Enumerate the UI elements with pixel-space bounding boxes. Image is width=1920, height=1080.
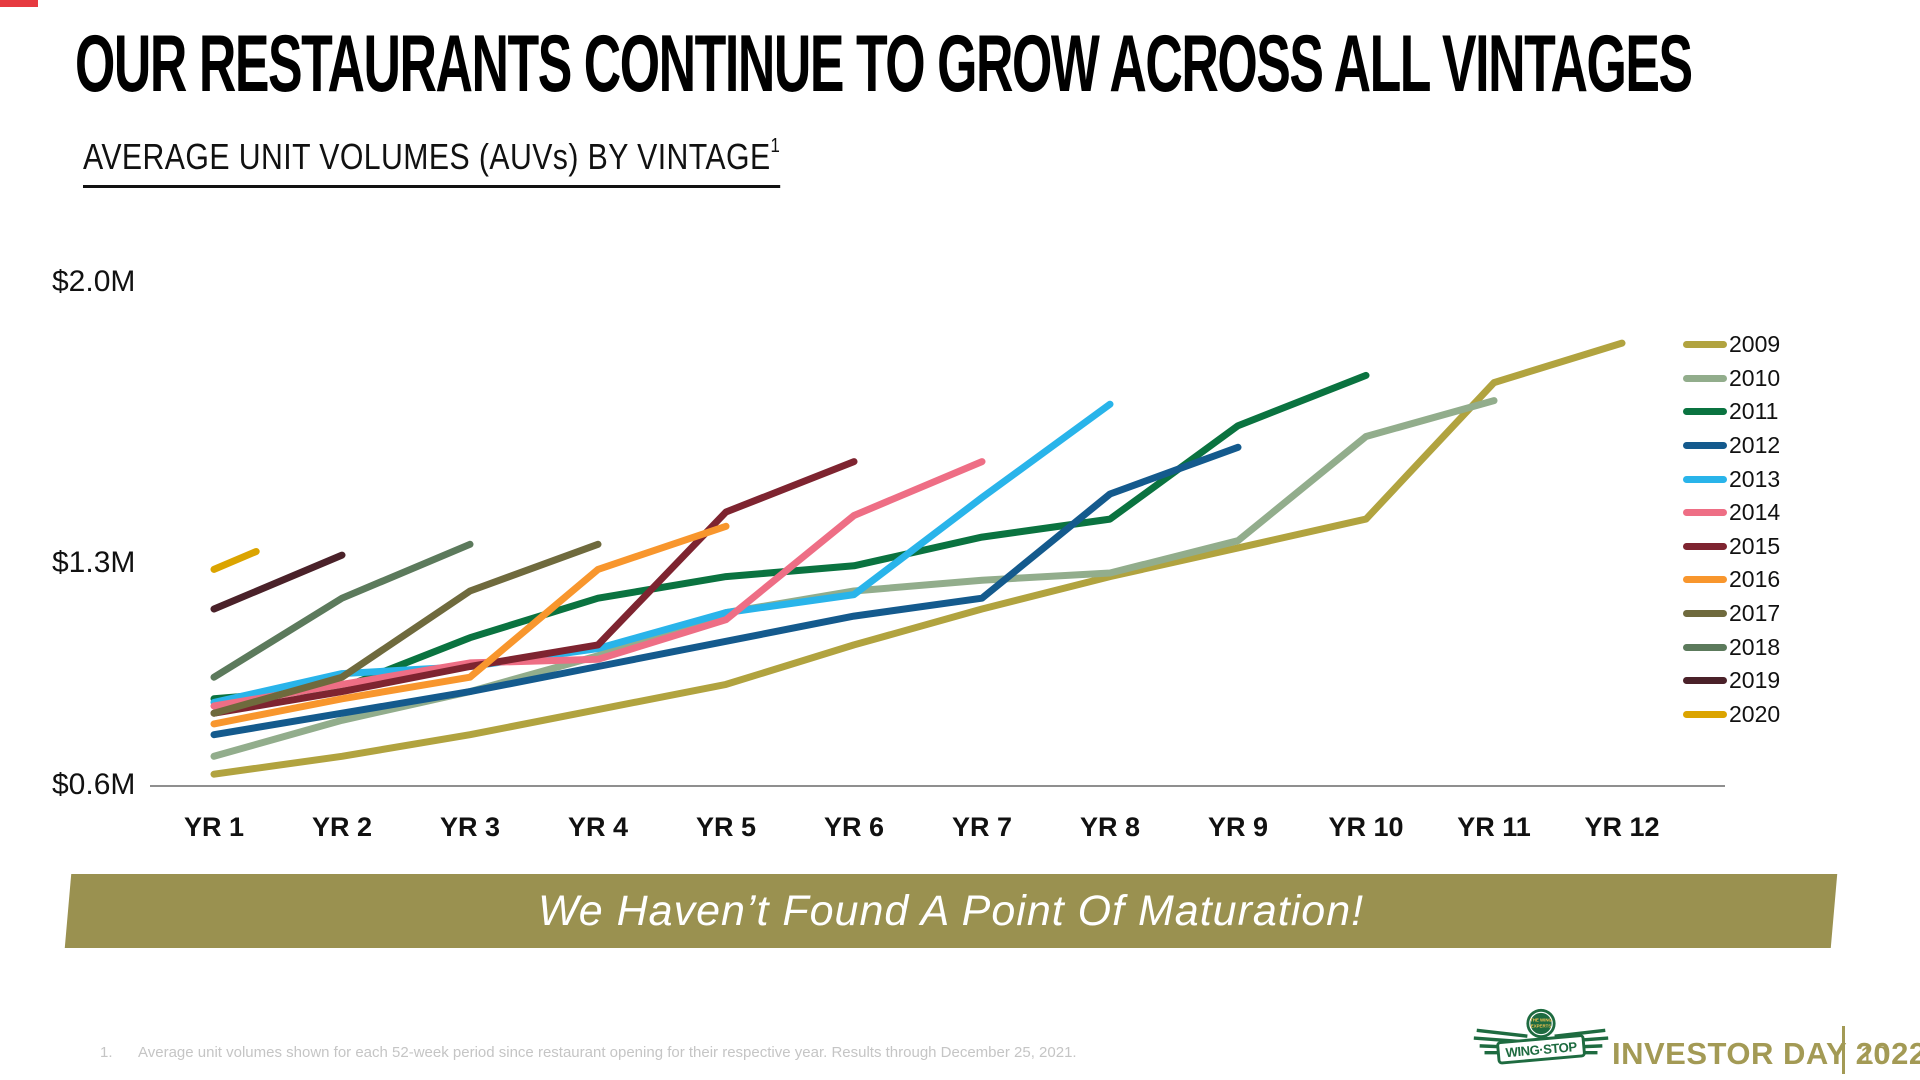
chart-x-tick-label-3: YR 3 (439, 812, 501, 842)
legend-label-2014: 2014 (1729, 499, 1781, 526)
chart-line-2013 (210, 400, 1114, 706)
chart-x-tick-label-12: YR 12 (1584, 812, 1660, 842)
chart-line-2020 (210, 548, 260, 573)
legend-swatch-2009 (1683, 341, 1727, 349)
legend-item-2015: 2015 (1683, 530, 1780, 564)
legend-label-2013: 2013 (1729, 465, 1781, 492)
page-number: 10 (1860, 1042, 1888, 1070)
legend-item-2018: 2018 (1683, 630, 1780, 664)
legend-label-2017: 2017 (1729, 600, 1781, 627)
chart-x-tick-label-7: YR 7 (951, 812, 1013, 842)
legend-item-2011: 2011 (1683, 395, 1780, 429)
footnote-number: 1. (100, 1044, 113, 1061)
legend-label-2016: 2016 (1729, 566, 1781, 593)
chart-line-2018 (210, 540, 474, 681)
chart-x-tick-label-5: YR 5 (695, 812, 757, 842)
investor-day-label: INVESTOR DAY 2022 (1612, 1036, 1920, 1071)
chart-line-2019 (210, 551, 346, 613)
chart-x-tick-label-2: YR 2 (311, 812, 373, 842)
chart-line-2009 (210, 339, 1626, 778)
legend-item-2019: 2019 (1683, 664, 1780, 698)
footnote-text: Average unit volumes shown for each 52-w… (138, 1044, 1077, 1061)
legend-label-2020: 2020 (1729, 700, 1781, 727)
wingstop-logo-wings (1473, 1028, 1609, 1055)
chart-x-tick-label-4: YR 4 (567, 812, 629, 842)
chart-legend: 2009 2010 2011 2012 2013 2014 2015 2016 2017 2018… (1683, 328, 1780, 731)
chart-line-2012 (210, 443, 1242, 739)
wingstop-logo: THE WING EXPERTS WING·STOP (1473, 1008, 1609, 1065)
legend-swatch-2017 (1683, 610, 1727, 618)
legend-swatch-2020 (1683, 710, 1727, 718)
chart-x-tick-label-8: YR 8 (1079, 812, 1141, 842)
chart-line-2016 (210, 522, 730, 728)
chart-y-tick-label-0.6: $0.6M (52, 768, 136, 801)
legend-label-2010: 2010 (1729, 364, 1781, 391)
footer-divider (1842, 1026, 1845, 1074)
chart-x-tick-label-9: YR 9 (1207, 812, 1269, 842)
chart-line-2017 (210, 540, 602, 717)
chart-title-text: AVERAGE UNIT VOLUMES (AUVs) BY VINTAGE (83, 136, 771, 177)
chart-title-wrap: AVERAGE UNIT VOLUMES (AUVs) BY VINTAGE1 (83, 135, 781, 188)
chart-title: AVERAGE UNIT VOLUMES (AUVs) BY VINTAGE1 (83, 135, 781, 188)
maturation-banner-text: We Haven’t Found A Point Of Maturation! (537, 886, 1365, 935)
chart-line-2015 (210, 458, 858, 717)
chart-line-2014 (210, 458, 986, 710)
legend-swatch-2014 (1683, 509, 1727, 517)
legend-swatch-2016 (1683, 576, 1727, 584)
maturation-banner: We Haven’t Found A Point Of Maturation! (64, 874, 1838, 948)
legend-item-2020: 2020 (1683, 698, 1780, 732)
wingstop-logo-banner-text: WING·STOP (1505, 1039, 1578, 1060)
chart-x-tick-label-11: YR 11 (1457, 812, 1531, 842)
svg-text:EXPERTS: EXPERTS (1531, 1023, 1552, 1028)
legend-item-2016: 2016 (1683, 563, 1780, 597)
legend-label-2019: 2019 (1729, 667, 1781, 694)
wingstop-logo-circle-text: THE WING (1530, 1018, 1552, 1023)
chart-x-tick-label-6: YR 6 (823, 812, 885, 842)
chart-x-tick-label-1: YR 1 (183, 812, 245, 842)
legend-item-2013: 2013 (1683, 462, 1780, 496)
legend-swatch-2010 (1683, 374, 1727, 382)
chart-y-tick-label-1.3: $1.3M (52, 546, 136, 579)
legend-label-2011: 2011 (1729, 398, 1779, 425)
legend-label-2018: 2018 (1729, 633, 1781, 660)
chart-title-footnote-marker: 1 (770, 135, 781, 157)
legend-swatch-2011 (1683, 408, 1727, 416)
legend-swatch-2015 (1683, 542, 1727, 550)
slide-title: OUR RESTAURANTS CONTINUE TO GROW ACROSS … (75, 19, 1693, 109)
legend-item-2010: 2010 (1683, 362, 1780, 396)
legend-swatch-2012 (1683, 442, 1727, 450)
legend-swatch-2018 (1683, 643, 1727, 651)
legend-item-2017: 2017 (1683, 597, 1780, 631)
wingstop-logo-circle (1526, 1008, 1556, 1039)
legend-label-2012: 2012 (1729, 432, 1781, 459)
wingstop-logo-banner: WING·STOP (1496, 1034, 1586, 1065)
chart-x-tick-label-10: YR 10 (1328, 812, 1404, 842)
chart-x-axis-line (150, 785, 1725, 787)
legend-label-2009: 2009 (1729, 331, 1781, 358)
footnote: 1. Average unit volumes shown for each 52… (100, 1044, 1077, 1061)
legend-item-2009: 2009 (1683, 328, 1780, 362)
legend-swatch-2013 (1683, 475, 1727, 483)
legend-item-2012: 2012 (1683, 429, 1780, 463)
top-left-accent-mark (0, 0, 38, 7)
chart-y-tick-label-2.0: $2.0M (52, 265, 136, 298)
legend-label-2015: 2015 (1729, 532, 1781, 559)
legend-item-2014: 2014 (1683, 496, 1780, 530)
legend-swatch-2019 (1683, 677, 1727, 685)
